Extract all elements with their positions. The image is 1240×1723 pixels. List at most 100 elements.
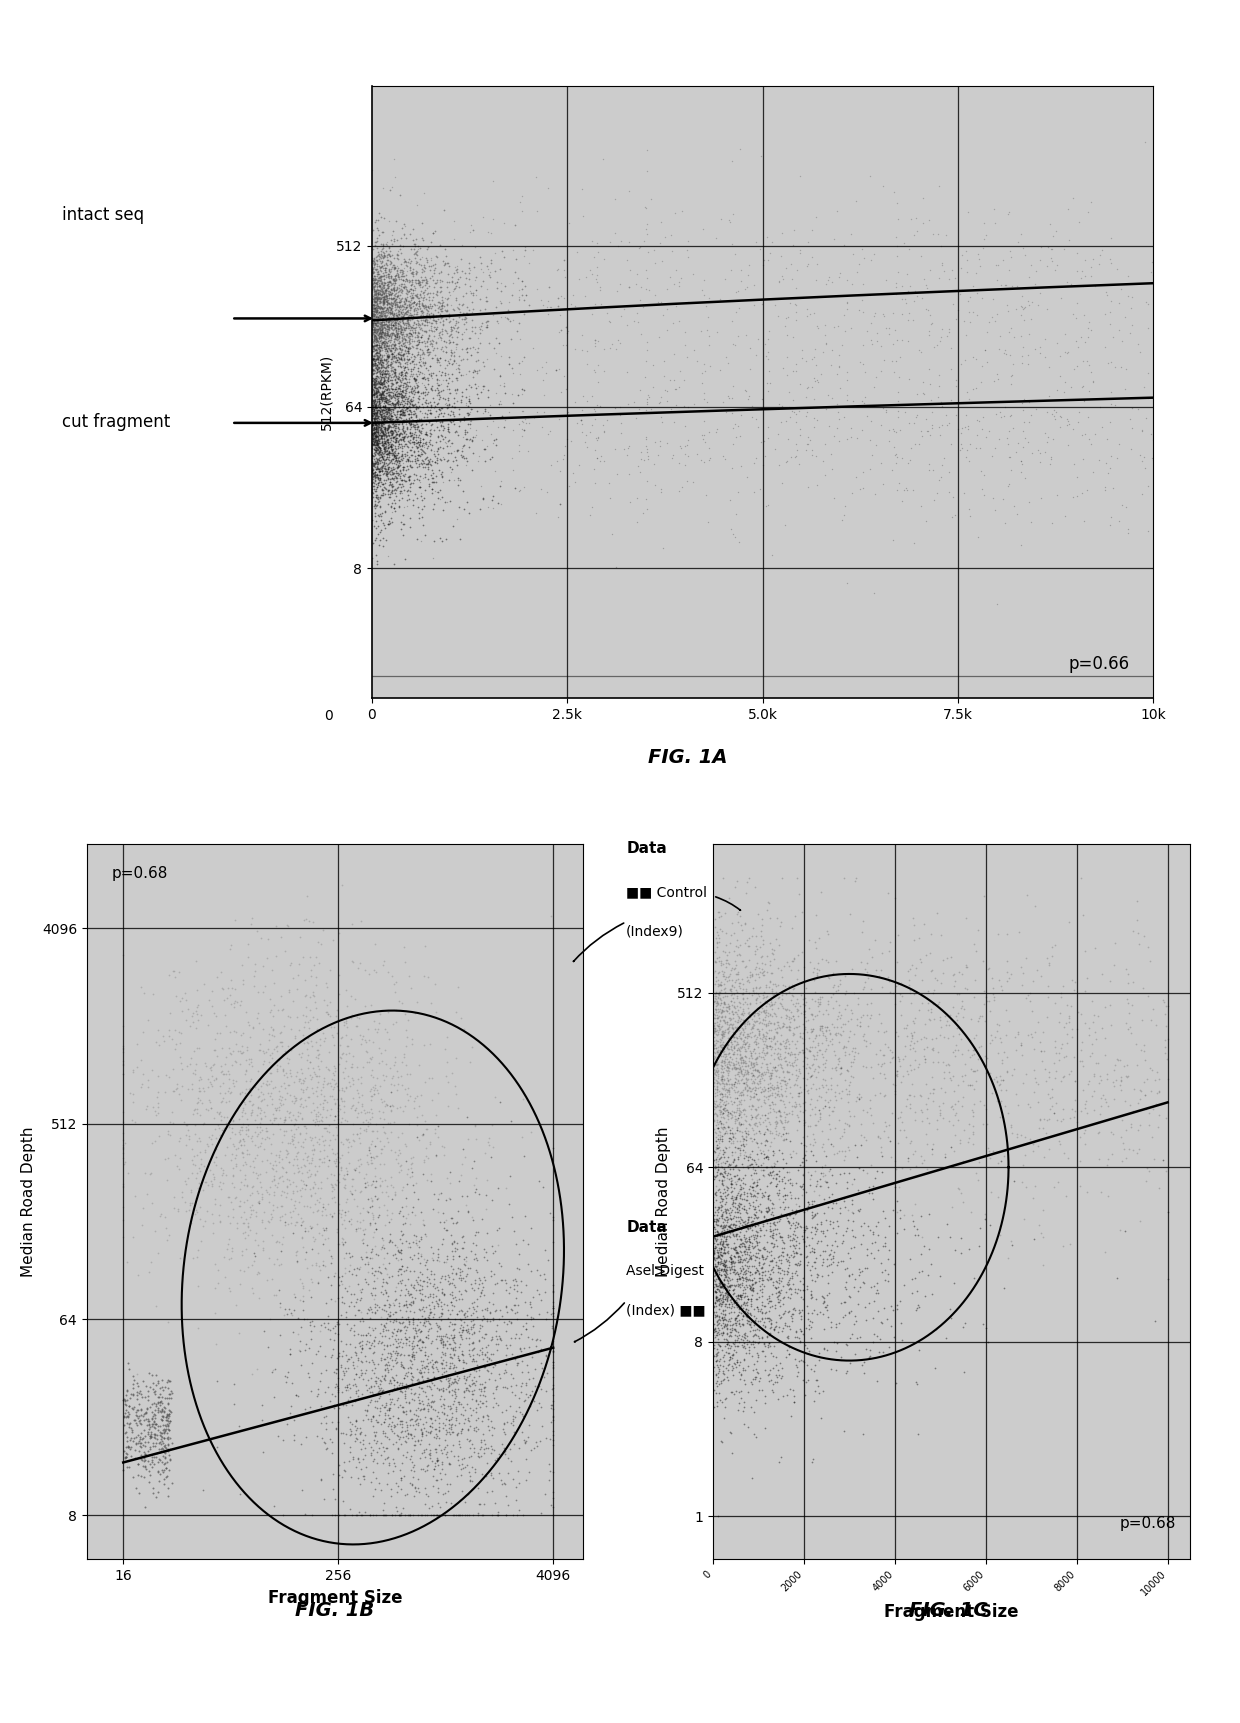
Point	[718, 1280, 738, 1308]
Point	[551, 302, 570, 329]
Point	[371, 241, 391, 269]
Point	[791, 1241, 811, 1268]
Point	[430, 1306, 450, 1334]
Point	[936, 1323, 956, 1351]
Point	[1006, 438, 1025, 465]
Point	[738, 1353, 758, 1380]
Point	[800, 1091, 820, 1118]
Point	[441, 314, 461, 341]
Point	[861, 1005, 880, 1032]
Point	[939, 1051, 959, 1079]
Point	[704, 1228, 724, 1256]
Point	[715, 1251, 735, 1278]
Point	[381, 284, 401, 312]
Point	[185, 1111, 205, 1139]
Point	[345, 1096, 365, 1123]
Point	[303, 1054, 322, 1082]
Point	[630, 458, 650, 486]
Point	[393, 362, 413, 389]
Point	[651, 427, 671, 455]
Point	[732, 1044, 751, 1072]
Point	[733, 1049, 753, 1077]
Point	[828, 1309, 848, 1337]
Point	[365, 419, 384, 446]
Point	[440, 1158, 460, 1185]
Point	[424, 345, 444, 372]
Point	[567, 238, 587, 265]
Point	[367, 298, 387, 326]
Point	[365, 374, 384, 401]
Point	[410, 426, 430, 453]
Point	[404, 239, 424, 267]
Point	[424, 438, 444, 465]
Point	[399, 331, 419, 358]
Point	[704, 1334, 724, 1361]
Point	[758, 1115, 777, 1142]
Point	[237, 1172, 257, 1199]
Point	[389, 284, 409, 312]
Point	[960, 501, 980, 529]
Point	[822, 1251, 842, 1278]
Point	[159, 1017, 179, 1044]
Point	[372, 248, 392, 276]
Point	[371, 393, 391, 420]
Point	[1012, 293, 1032, 320]
Point	[386, 364, 405, 391]
Point	[455, 1397, 475, 1425]
Point	[365, 305, 384, 333]
Point	[407, 445, 427, 472]
Point	[367, 436, 387, 463]
Point	[371, 1278, 391, 1306]
Point	[388, 298, 408, 326]
Point	[513, 1387, 533, 1415]
Point	[771, 1363, 791, 1390]
Point	[754, 1246, 774, 1273]
Point	[748, 1211, 768, 1239]
Point	[743, 1053, 763, 1080]
Point	[966, 967, 986, 994]
Point	[945, 1122, 965, 1149]
Point	[459, 1340, 479, 1368]
Point	[403, 1306, 423, 1334]
Point	[844, 1020, 864, 1048]
Point	[366, 307, 386, 334]
Point	[461, 341, 481, 369]
Point	[430, 1459, 450, 1487]
Point	[739, 1010, 759, 1037]
Point	[362, 443, 382, 470]
Point	[711, 1194, 730, 1222]
Point	[474, 1263, 494, 1291]
Point	[739, 1175, 759, 1203]
Point	[434, 1280, 454, 1308]
Point	[531, 1261, 551, 1289]
Point	[759, 1282, 779, 1309]
Point	[191, 1063, 211, 1091]
Point	[388, 1435, 408, 1463]
Point	[335, 1260, 355, 1287]
Point	[715, 1149, 735, 1177]
Point	[932, 451, 952, 479]
Point	[115, 1442, 135, 1470]
Point	[423, 479, 443, 507]
Point	[939, 317, 959, 345]
Point	[367, 358, 387, 386]
Point	[352, 1347, 372, 1375]
Point	[959, 298, 978, 326]
Point	[391, 339, 410, 367]
Point	[851, 348, 870, 376]
Point	[306, 1029, 326, 1056]
Point	[1016, 293, 1035, 320]
Text: 0: 0	[324, 708, 332, 724]
Point	[768, 1011, 787, 1039]
Point	[377, 284, 397, 312]
Point	[412, 1420, 432, 1447]
Point	[159, 1435, 179, 1463]
Point	[325, 1051, 345, 1079]
Point	[394, 245, 414, 272]
Point	[405, 1473, 425, 1501]
Point	[777, 1039, 797, 1067]
Point	[134, 1439, 154, 1466]
Point	[707, 1253, 727, 1280]
Point	[386, 1304, 405, 1332]
Point	[740, 1244, 760, 1272]
